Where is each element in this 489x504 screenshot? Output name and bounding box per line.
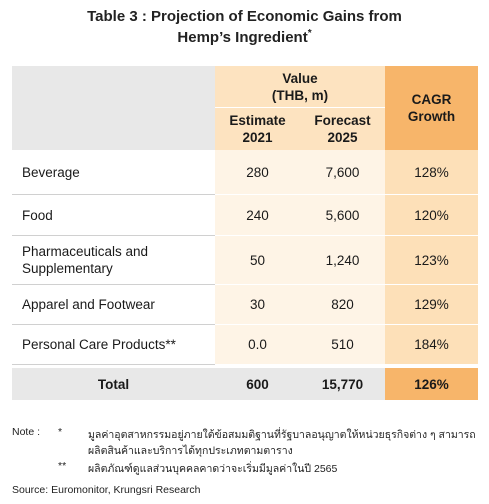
header-text: Estimate bbox=[229, 113, 286, 128]
cell-value: 280 bbox=[215, 150, 300, 195]
row-label: Food bbox=[12, 195, 215, 236]
total-label: Total bbox=[12, 368, 215, 400]
row-label: Beverage bbox=[12, 150, 215, 195]
title-mark: * bbox=[307, 28, 312, 39]
cell-value: 510 bbox=[300, 325, 385, 365]
cell-value: 30 bbox=[215, 285, 300, 325]
row-label: Personal Care Products** bbox=[12, 325, 215, 365]
header-text: 2025 bbox=[327, 130, 358, 145]
estimate-header: Estimate 2021 bbox=[215, 108, 300, 150]
note-text: มูลค่าอุตสาหกรรมอยู่ภายใต้ข้อสมมติฐานที่… bbox=[88, 429, 476, 441]
note-text: ผลิตภัณฑ์ดูแลส่วนบุคคลคาดว่าจะเริ่มมีมูล… bbox=[88, 463, 338, 475]
title: Table 3 : Projection of Economic Gains f… bbox=[87, 8, 402, 25]
cell-value: 1,240 bbox=[300, 236, 385, 285]
total-value: 126% bbox=[385, 368, 478, 400]
note-text: ผลิตสินค้าและบริการได้ทุกประเภทตามตาราง bbox=[88, 445, 293, 457]
row-label: Pharmaceuticals and Supplementary bbox=[12, 236, 215, 285]
header-blank bbox=[12, 66, 215, 150]
value-header: Value (THB, m) bbox=[215, 66, 385, 108]
title: Hemp’s Ingredient* bbox=[0, 28, 489, 46]
cell-value: 7,600 bbox=[300, 150, 385, 195]
header-text: 2021 bbox=[242, 130, 273, 145]
cell-value: 184% bbox=[385, 325, 478, 365]
cagr-header: CAGR Growth bbox=[385, 66, 478, 150]
header-text: (THB, m) bbox=[271, 87, 329, 103]
row-label: Apparel and Footwear bbox=[12, 285, 215, 325]
cell-value: 128% bbox=[385, 150, 478, 195]
cell-value: 129% bbox=[385, 285, 478, 325]
total-value: 15,770 bbox=[300, 368, 385, 400]
cell-value: 0.0 bbox=[215, 325, 300, 365]
forecast-header: Forecast 2025 bbox=[300, 108, 385, 150]
note-mark: ** bbox=[58, 460, 67, 472]
note-mark: * bbox=[58, 426, 63, 438]
cell-value: 240 bbox=[215, 195, 300, 236]
title-text: Hemp’s Ingredient bbox=[177, 29, 308, 46]
cell-value: 820 bbox=[300, 285, 385, 325]
header-text: Forecast bbox=[314, 113, 371, 128]
total-value: 600 bbox=[215, 368, 300, 400]
cell-value: 120% bbox=[385, 195, 478, 236]
cell-value: 50 bbox=[215, 236, 300, 285]
header-text: Value bbox=[282, 70, 318, 86]
header-text: CAGR bbox=[411, 92, 452, 107]
cell-value: 123% bbox=[385, 236, 478, 285]
cell-value: 5,600 bbox=[300, 195, 385, 236]
source: Source: Euromonitor, Krungsri Research bbox=[12, 484, 201, 496]
note-label: Note : bbox=[12, 426, 41, 438]
header-text: Growth bbox=[407, 109, 456, 124]
